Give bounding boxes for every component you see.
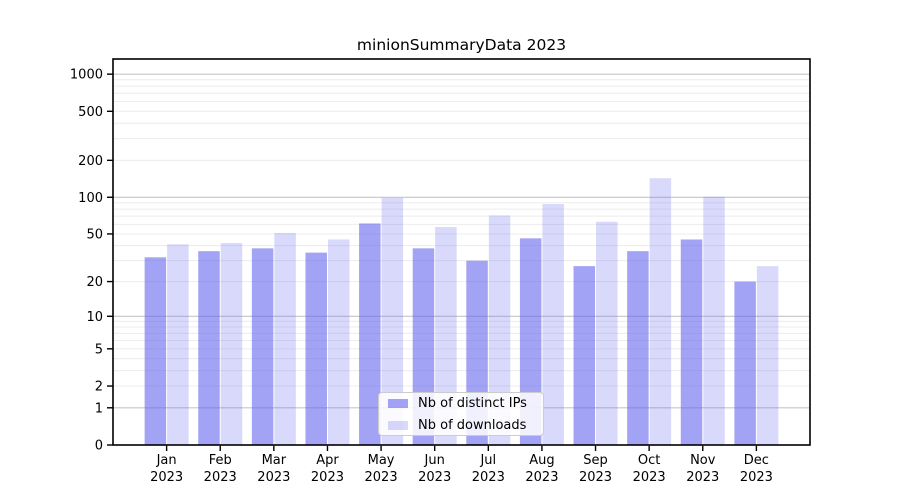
bar-downloads-may xyxy=(381,197,404,445)
legend-label-ips: Nb of distinct IPs xyxy=(418,395,527,411)
bar-downloads-apr xyxy=(327,239,350,445)
x-tick-label-month: Jun xyxy=(424,453,445,468)
bar-downloads-jun xyxy=(435,227,457,445)
legend-swatch-ips xyxy=(388,398,408,408)
y-tick-label: 100 xyxy=(78,191,103,206)
bar-ips-mar xyxy=(251,248,274,445)
bar-ips-jan xyxy=(144,257,167,445)
bar-downloads-feb xyxy=(220,243,243,445)
x-tick-label-month: Feb xyxy=(209,453,232,468)
y-tick-label: 10 xyxy=(86,310,103,325)
x-tick-label-year: 2023 xyxy=(472,470,505,485)
bar-downloads-nov xyxy=(703,196,725,445)
legend-label-downloads: Nb of downloads xyxy=(418,417,527,433)
y-tick-label: 50 xyxy=(86,227,103,242)
plot-frame xyxy=(112,58,811,446)
x-tick-label-month: Jul xyxy=(479,453,496,468)
x-tick-label-year: 2023 xyxy=(365,470,398,485)
bar-downloads-dec xyxy=(756,266,779,445)
x-tick-label-year: 2023 xyxy=(633,470,666,485)
x-tick-label-year: 2023 xyxy=(150,470,183,485)
x-tick-label-month: Aug xyxy=(529,453,554,468)
bar-ips-may xyxy=(359,223,381,445)
x-tick-label-year: 2023 xyxy=(257,470,290,485)
bar-ips-oct xyxy=(627,251,649,445)
x-tick-label-month: Jan xyxy=(156,453,177,468)
bar-downloads-jan xyxy=(167,244,189,445)
bar-ips-sep xyxy=(573,266,596,445)
bar-downloads-sep xyxy=(596,221,618,445)
x-tick-label-year: 2023 xyxy=(579,470,612,485)
x-tick-label-year: 2023 xyxy=(204,470,237,485)
chart-title: minionSummaryData 2023 xyxy=(356,36,567,54)
legend-item-downloads: Nb of downloads xyxy=(388,416,543,434)
x-tick-label-year: 2023 xyxy=(686,470,719,485)
x-tick-label-month: Oct xyxy=(638,453,660,468)
x-tick-label-year: 2023 xyxy=(418,470,451,485)
bar-ips-nov xyxy=(680,239,703,445)
y-tick-label: 200 xyxy=(78,154,103,169)
bar-ips-apr xyxy=(305,252,327,445)
x-tick-label-year: 2023 xyxy=(525,470,558,485)
x-tick-label-month: Dec xyxy=(744,453,769,468)
x-tick-label-year: 2023 xyxy=(740,470,773,485)
y-tick-label: 0 xyxy=(95,439,103,454)
bar-downloads-mar xyxy=(274,232,296,445)
x-tick-label-month: Apr xyxy=(316,453,339,468)
y-tick-label: 1 xyxy=(95,401,103,416)
bar-downloads-oct xyxy=(649,178,672,446)
y-tick-label: 2 xyxy=(95,380,103,395)
bar-ips-feb xyxy=(198,251,220,445)
y-tick-label: 20 xyxy=(86,275,103,290)
y-tick-label: 5 xyxy=(95,342,103,357)
y-tick-label: 1000 xyxy=(70,68,103,83)
bar-ips-dec xyxy=(734,281,756,445)
legend-item-ips: Nb of distinct IPs xyxy=(388,394,543,412)
x-tick-label-month: Sep xyxy=(583,453,608,468)
bar-downloads-jul xyxy=(488,215,511,445)
y-tick-label: 500 xyxy=(78,105,103,120)
legend-swatch-downloads xyxy=(388,420,408,430)
x-tick-label-month: May xyxy=(368,453,395,468)
x-tick-label-year: 2023 xyxy=(311,470,344,485)
bar-downloads-aug xyxy=(542,204,564,445)
x-tick-label-month: Nov xyxy=(690,453,716,468)
legend: Nb of distinct IPs Nb of downloads xyxy=(378,392,544,436)
x-tick-label-month: Mar xyxy=(262,453,287,468)
